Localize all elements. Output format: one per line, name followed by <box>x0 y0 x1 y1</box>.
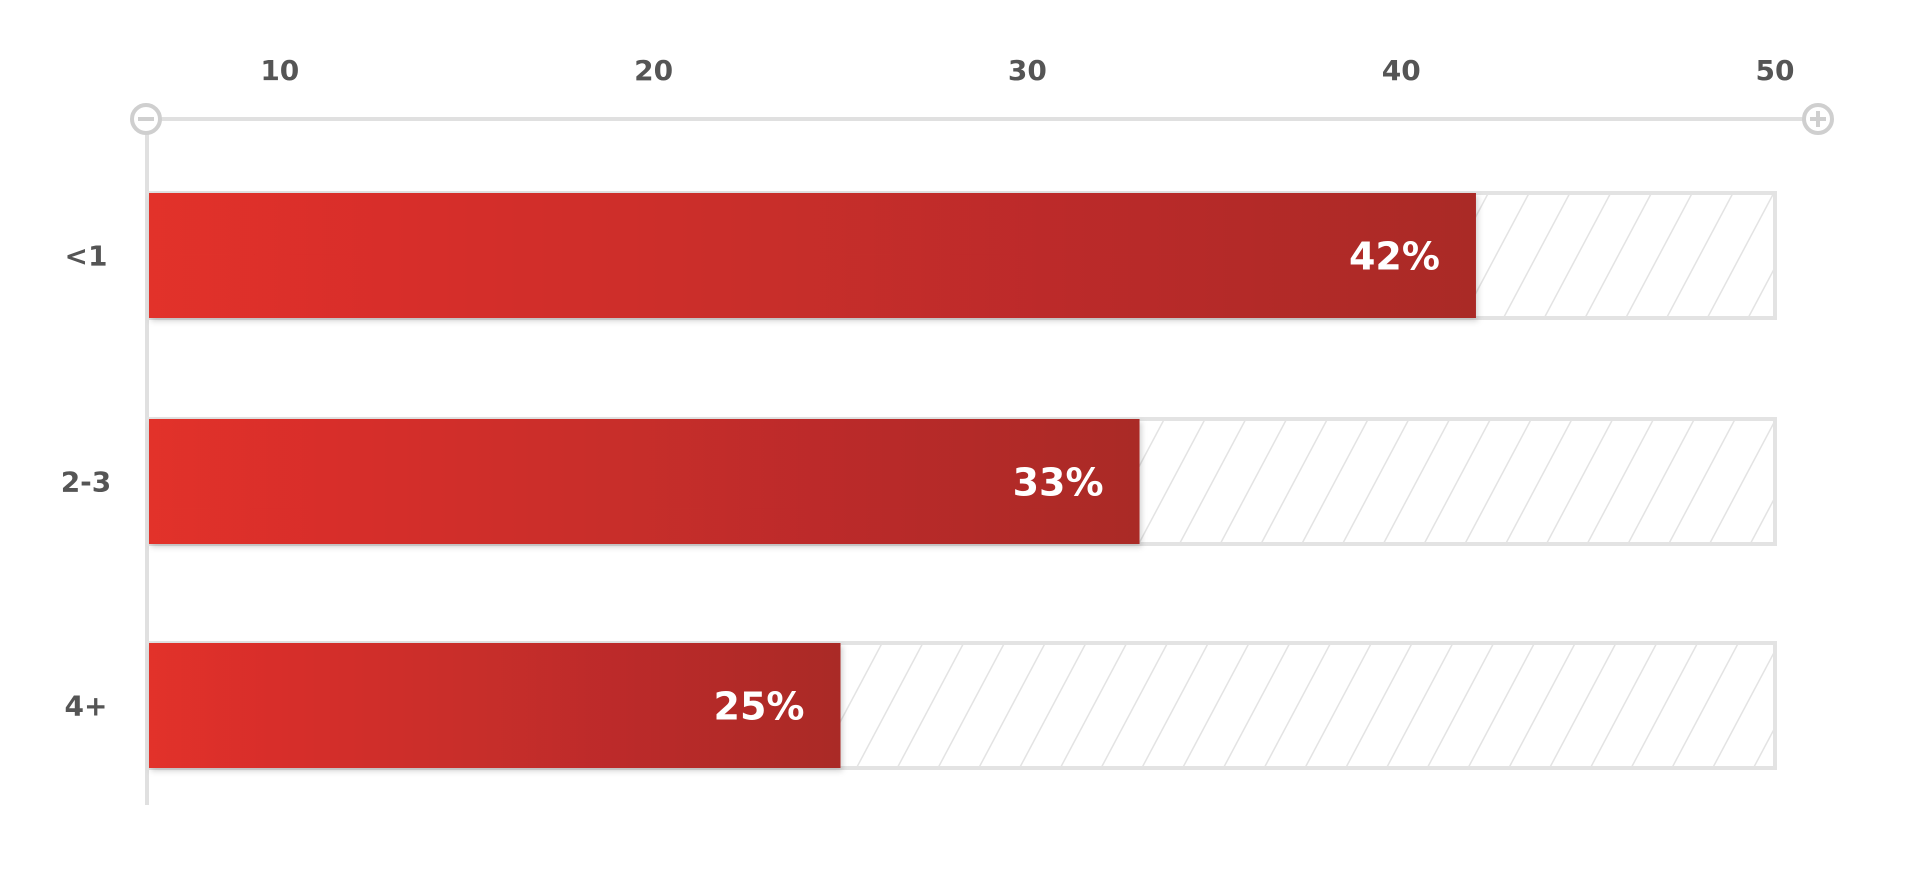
x-tick-label: 40 <box>1382 54 1421 87</box>
bars: 42% <1 33% 2-3 25% 4+ <box>61 191 1777 770</box>
category-label: 2-3 <box>61 466 112 499</box>
x-tick-labels: 10 20 30 40 50 <box>260 54 1794 87</box>
x-tick-label: 20 <box>634 54 673 87</box>
plus-circle-icon[interactable] <box>1802 103 1834 135</box>
x-tick-label: 30 <box>1008 54 1047 87</box>
bar <box>149 419 1140 544</box>
bar <box>149 643 841 768</box>
bar <box>149 193 1476 318</box>
minus-circle-icon[interactable] <box>130 103 162 135</box>
x-tick-label: 50 <box>1756 54 1795 87</box>
data-label: 33% <box>1013 461 1104 505</box>
category-label: <1 <box>65 240 108 273</box>
x-tick-label: 10 <box>260 54 299 87</box>
category-label: 4+ <box>65 690 108 723</box>
data-label: 25% <box>714 685 805 729</box>
data-label: 42% <box>1349 235 1440 279</box>
